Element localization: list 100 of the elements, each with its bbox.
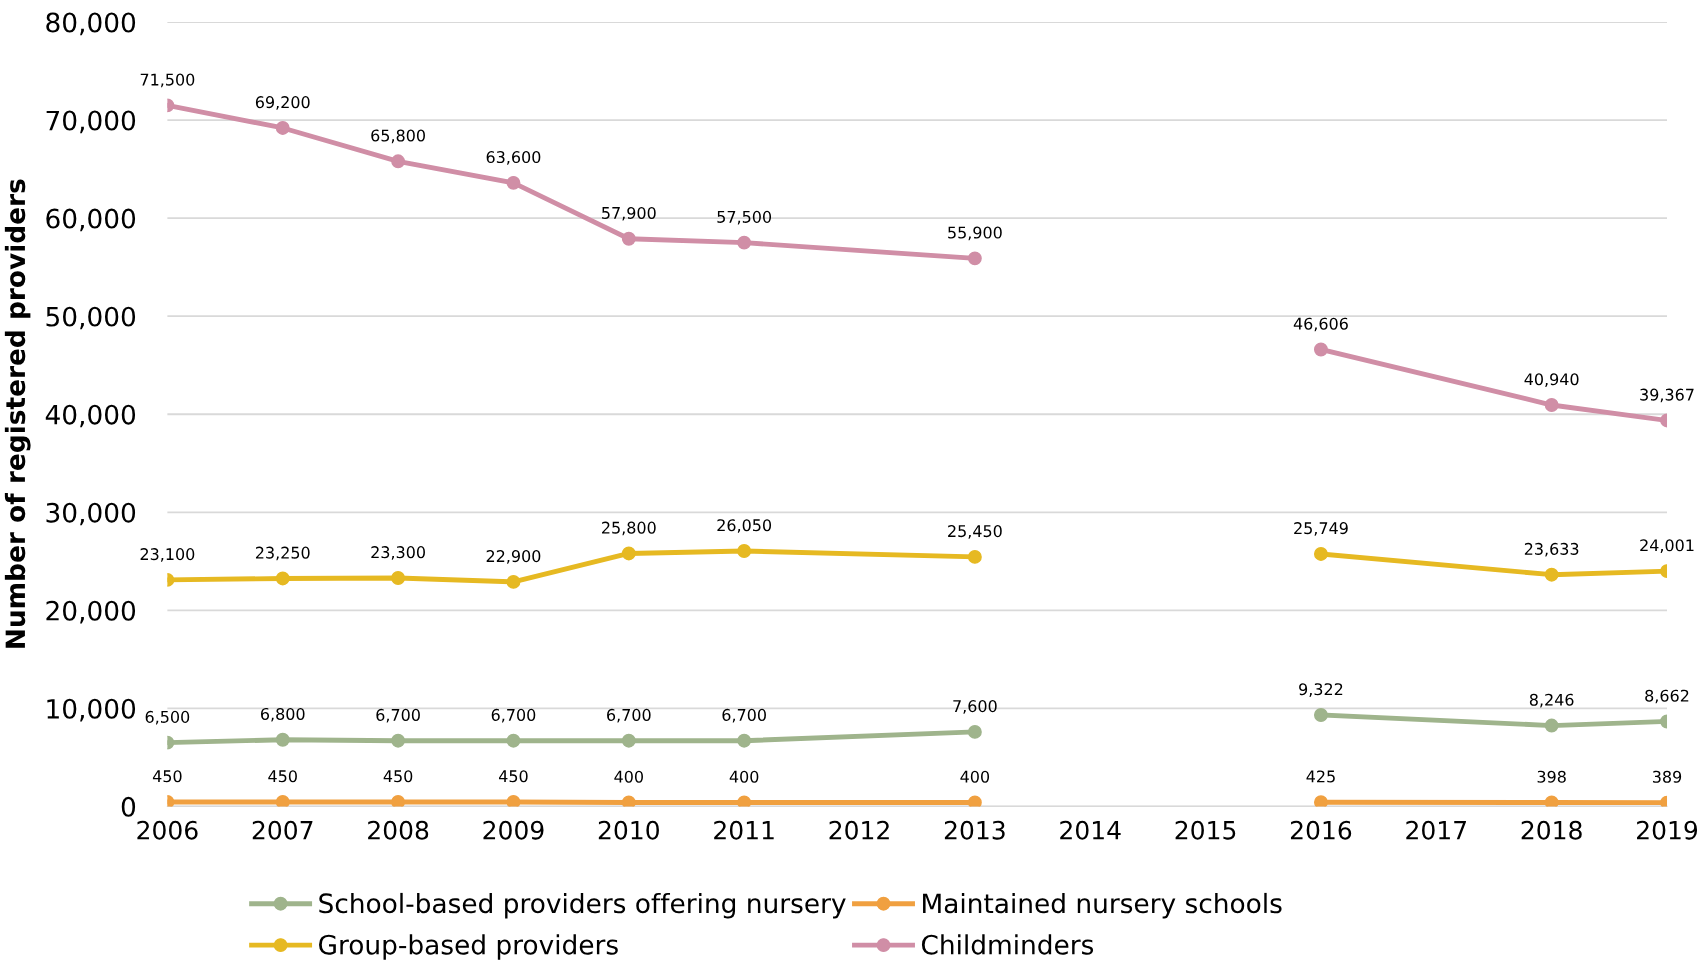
x-tick-label: 2016 — [1290, 820, 1352, 840]
legend-label: School-based providers offering nursery — [319, 892, 846, 919]
data-label: 389 — [1652, 770, 1682, 783]
point — [967, 724, 982, 739]
data-label: 400 — [614, 770, 643, 783]
y-tick-label: 70,000 — [46, 110, 136, 134]
point — [506, 175, 521, 190]
point — [621, 795, 636, 807]
point — [391, 154, 406, 169]
point — [275, 795, 290, 807]
data-label: 55,900 — [948, 226, 1002, 241]
data-label: 7,600 — [953, 700, 997, 714]
point — [275, 732, 290, 747]
legend-label: Maintained nursery schools — [923, 892, 1282, 919]
point — [391, 795, 406, 807]
x-tick-label: 2019 — [1637, 820, 1698, 840]
data-label: 26,050 — [717, 519, 772, 533]
data-label: 6,800 — [260, 707, 305, 722]
point — [621, 546, 636, 561]
x-tick-label: 2009 — [483, 820, 544, 840]
x-tick-label: 2017 — [1406, 820, 1466, 840]
data-label: 398 — [1537, 770, 1566, 783]
data-label: 63,600 — [486, 151, 541, 165]
y-axis-title: Number of registered providers — [4, 179, 31, 648]
data-label: 425 — [1306, 770, 1335, 783]
data-label: 6,700 — [722, 708, 766, 723]
data-label: 6,700 — [376, 708, 420, 723]
point — [1544, 398, 1559, 412]
data-label: 57,500 — [717, 210, 772, 225]
x-tick-label: 2010 — [598, 820, 659, 840]
x-tick-label: 2006 — [137, 820, 198, 840]
data-label: 6,700 — [607, 708, 651, 723]
y-tick-label: 40,000 — [45, 404, 136, 428]
y-tick-label: 50,000 — [46, 306, 136, 330]
data-label: 24,001 — [1640, 539, 1694, 553]
point — [1544, 718, 1559, 733]
data-label: 400 — [729, 770, 759, 783]
data-label: 450 — [383, 770, 413, 783]
legend-label: Childminders — [921, 934, 1094, 955]
point — [621, 231, 636, 246]
data-label: 450 — [268, 770, 297, 783]
point — [737, 795, 752, 807]
y-tick-label: 0 — [121, 796, 136, 817]
data-label: 8,246 — [1529, 693, 1574, 708]
point — [1313, 342, 1328, 357]
y-tick-label: 80,000 — [46, 12, 136, 36]
data-label: 46,606 — [1293, 317, 1348, 332]
point — [737, 733, 752, 748]
x-tick-label: 2012 — [829, 820, 889, 840]
x-tick-label: 2007 — [252, 820, 313, 840]
point — [1313, 708, 1328, 722]
data-label: 71,500 — [140, 73, 195, 88]
point — [506, 733, 521, 748]
data-label: 23,100 — [140, 548, 195, 562]
data-label: 40,940 — [1524, 373, 1579, 387]
point — [1544, 795, 1559, 807]
data-label: 6,500 — [145, 710, 190, 725]
x-tick-label: 2018 — [1521, 820, 1582, 840]
y-tick-label: 10,000 — [47, 698, 136, 722]
data-label: 25,800 — [602, 521, 656, 536]
data-label: 6,700 — [491, 708, 536, 723]
point — [967, 795, 982, 807]
y-tick-label: 20,000 — [46, 600, 136, 624]
point — [391, 733, 406, 748]
data-label: 69,200 — [255, 96, 310, 110]
point — [1313, 547, 1328, 561]
x-tick-label: 2008 — [368, 820, 429, 840]
data-label: 23,633 — [1524, 542, 1579, 557]
point — [275, 121, 290, 135]
point — [275, 571, 290, 586]
data-label: 39,367 — [1640, 388, 1694, 403]
data-label: 450 — [498, 770, 528, 783]
data-label: 23,300 — [371, 546, 425, 560]
point — [391, 571, 406, 585]
data-label: 65,800 — [371, 129, 425, 144]
data-label: 450 — [152, 770, 182, 783]
point — [506, 795, 521, 807]
x-tick-label: 2011 — [714, 820, 774, 840]
data-label: 25,749 — [1294, 522, 1348, 536]
data-label: 22,900 — [486, 550, 541, 564]
y-tick-label: 30,000 — [46, 502, 136, 526]
x-tick-label: 2013 — [944, 820, 1005, 840]
point — [737, 235, 752, 250]
data-label: 9,322 — [1299, 683, 1343, 697]
x-tick-label: 2014 — [1060, 820, 1121, 840]
y-tick-label: 60,000 — [46, 208, 136, 232]
point — [506, 574, 521, 589]
data-label: 23,250 — [255, 546, 310, 561]
data-label: 57,900 — [602, 206, 656, 221]
point — [737, 544, 752, 558]
data-label: 8,662 — [1645, 689, 1689, 704]
point — [1313, 795, 1328, 807]
legend-label: Group-based providers — [319, 934, 618, 960]
data-label: 25,450 — [948, 525, 1002, 539]
point — [967, 549, 982, 564]
point — [621, 733, 636, 748]
data-label: 400 — [960, 770, 990, 783]
point — [1544, 567, 1559, 582]
x-tick-label: 2015 — [1175, 820, 1236, 840]
point — [967, 251, 982, 266]
